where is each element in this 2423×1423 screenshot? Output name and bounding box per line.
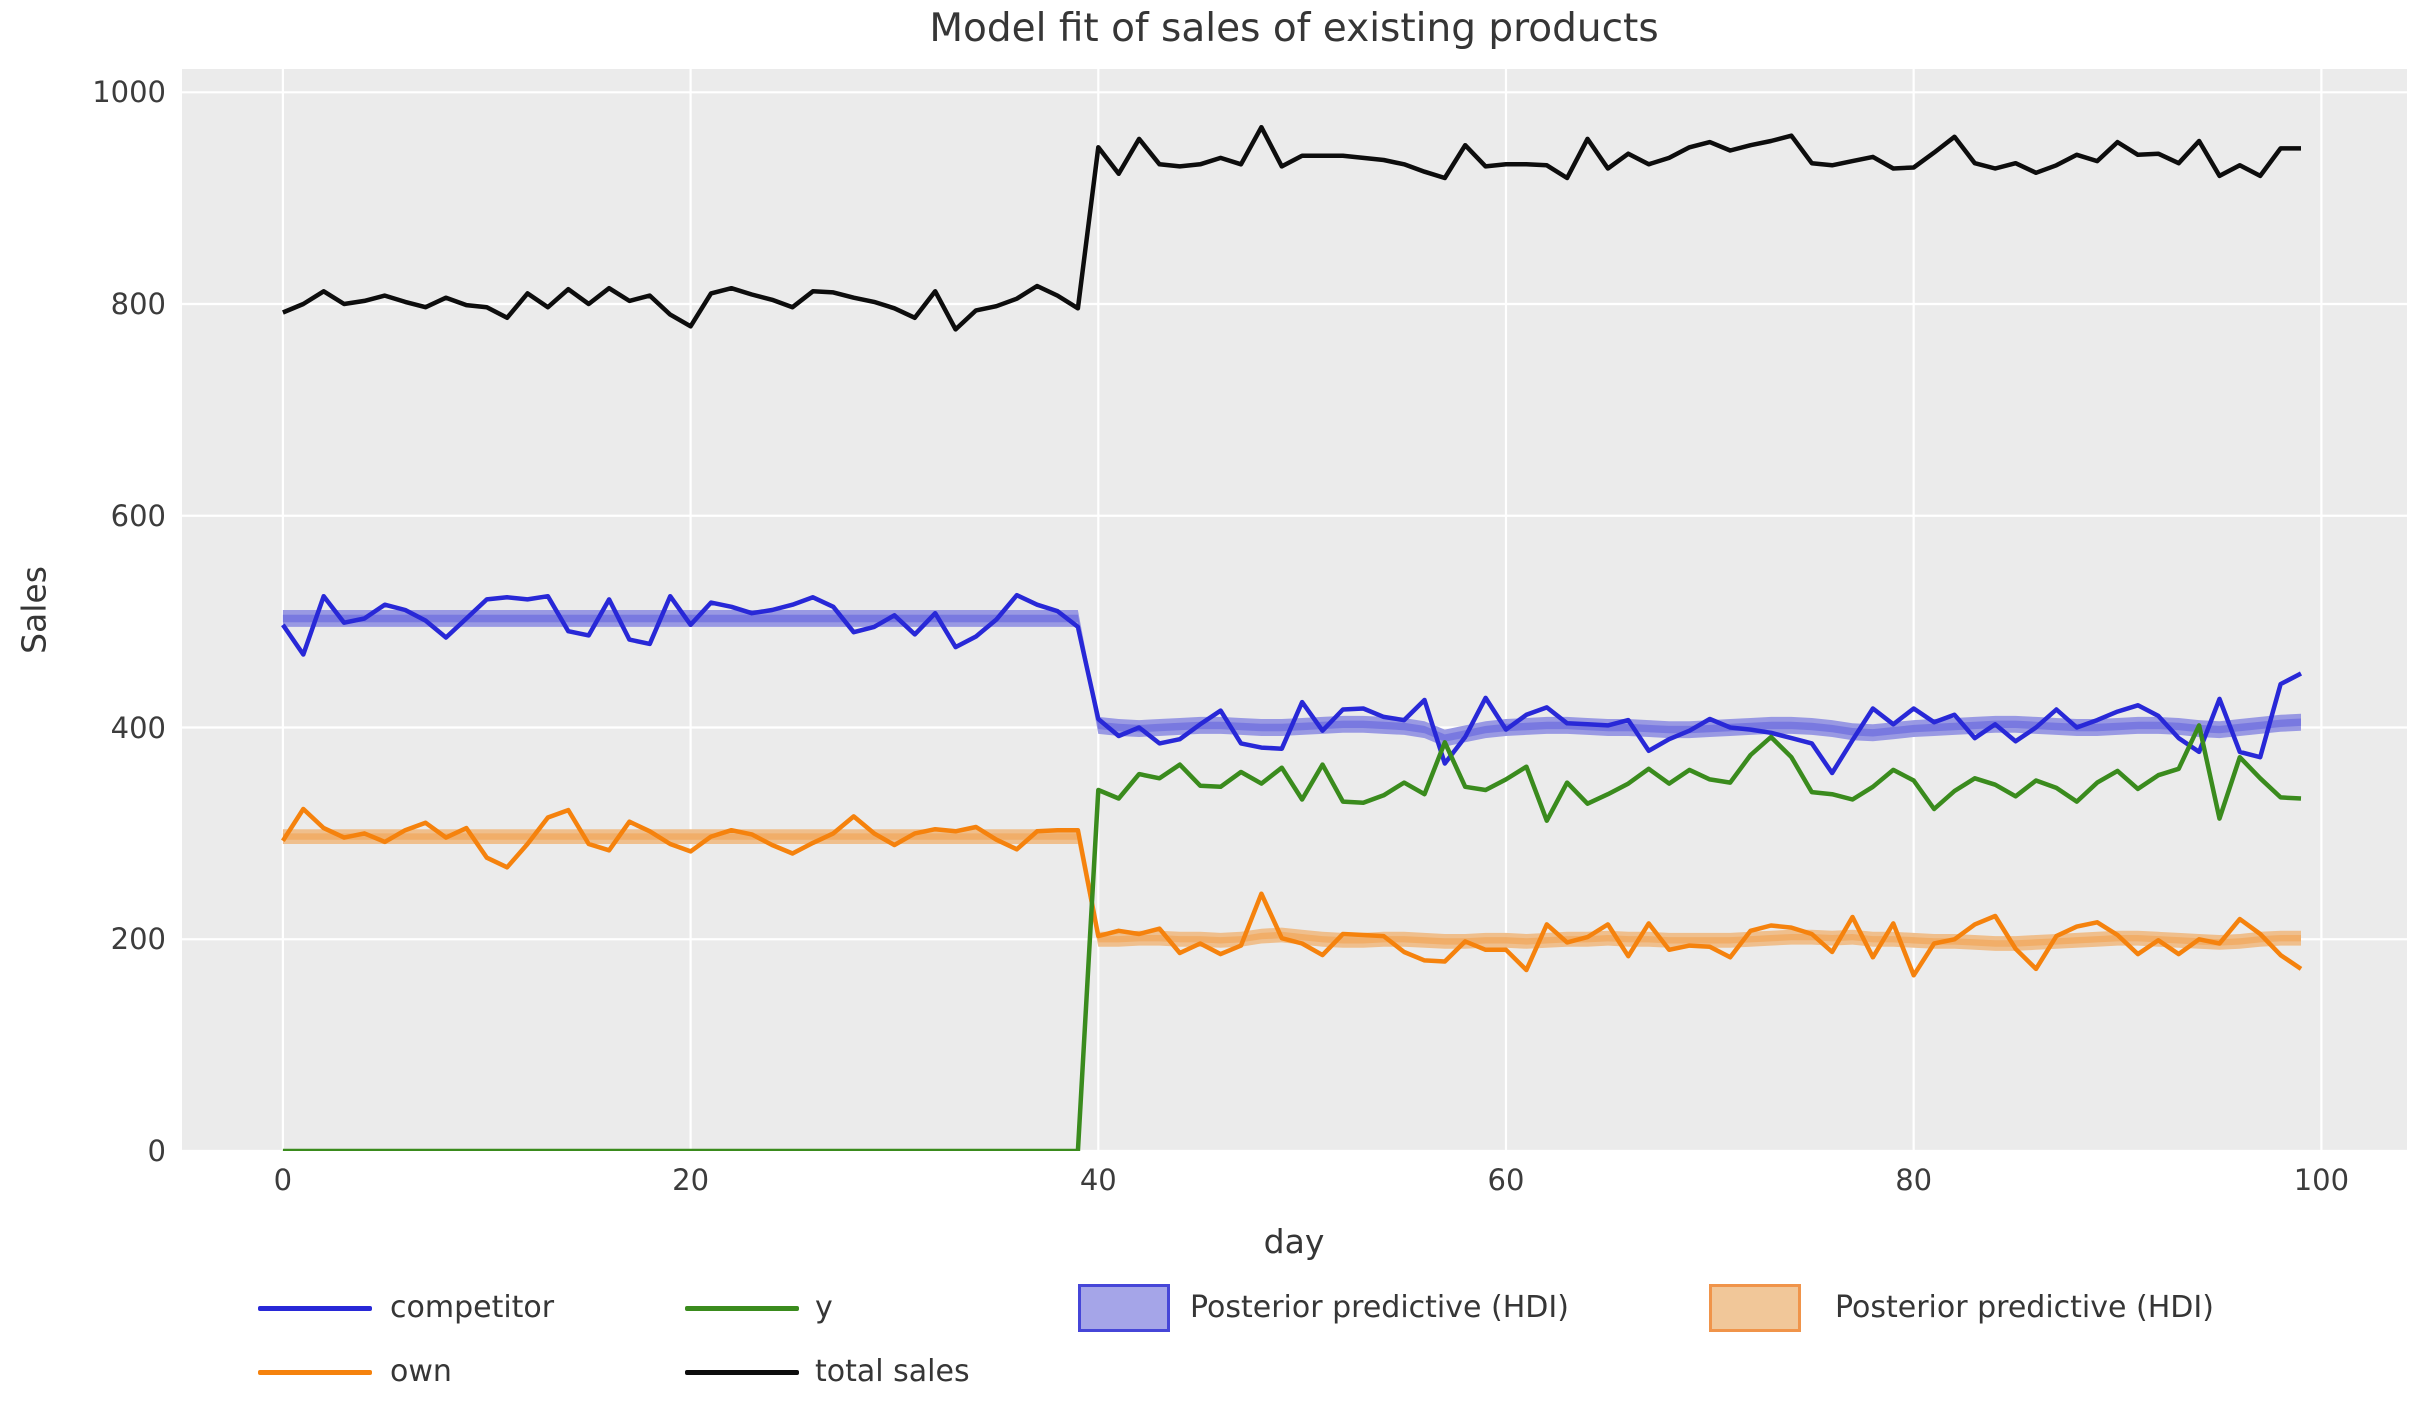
hdi-band-competitor — [282, 610, 2301, 747]
x-tick-label: 100 — [2293, 1163, 2350, 1197]
y-tick-label: 0 — [147, 1134, 166, 1168]
y-tick-label: 600 — [110, 498, 166, 533]
x-tick-label: 80 — [1895, 1163, 1933, 1197]
own-legend-line-swatch — [258, 1369, 372, 1375]
chart-title: Model fit of sales of existing products — [929, 6, 1659, 51]
hdi-band-inner-competitor — [282, 614, 2301, 742]
legend-item-label: Posterior predictive (HDI) — [1190, 1290, 1569, 1325]
legend-item-label: y — [815, 1290, 833, 1325]
competitor-legend-line-swatch — [258, 1305, 372, 1311]
y-tick-label: 800 — [110, 287, 166, 322]
legend-item-label: Posterior predictive (HDI) — [1835, 1290, 2214, 1325]
total-sales-line — [282, 124, 2301, 332]
y-legend-line-swatch — [685, 1305, 799, 1311]
legend-item-label: own — [390, 1354, 452, 1389]
x-axis-label: day — [1263, 1222, 1325, 1261]
y-line — [282, 723, 2302, 1151]
hdi-legend-patch-swatch — [1078, 1284, 1170, 1332]
legend-item-label: competitor — [390, 1290, 555, 1325]
y-axis-label: Sales — [14, 566, 54, 654]
x-tick-label: 0 — [273, 1163, 293, 1197]
x-tick-label: 40 — [1079, 1163, 1117, 1197]
own-line — [281, 806, 2303, 978]
competitor-line — [281, 592, 2303, 776]
y-tick-label: 400 — [110, 710, 166, 745]
x-tick-label: 20 — [672, 1163, 710, 1197]
y-tick-label: 1000 — [92, 75, 166, 110]
legend-item-label: total sales — [815, 1354, 970, 1389]
total-sales-legend-line-swatch — [685, 1369, 799, 1375]
y-tick-label: 200 — [110, 922, 166, 957]
hdi-legend-patch-swatch — [1709, 1284, 1801, 1332]
x-tick-label: 60 — [1487, 1163, 1525, 1197]
